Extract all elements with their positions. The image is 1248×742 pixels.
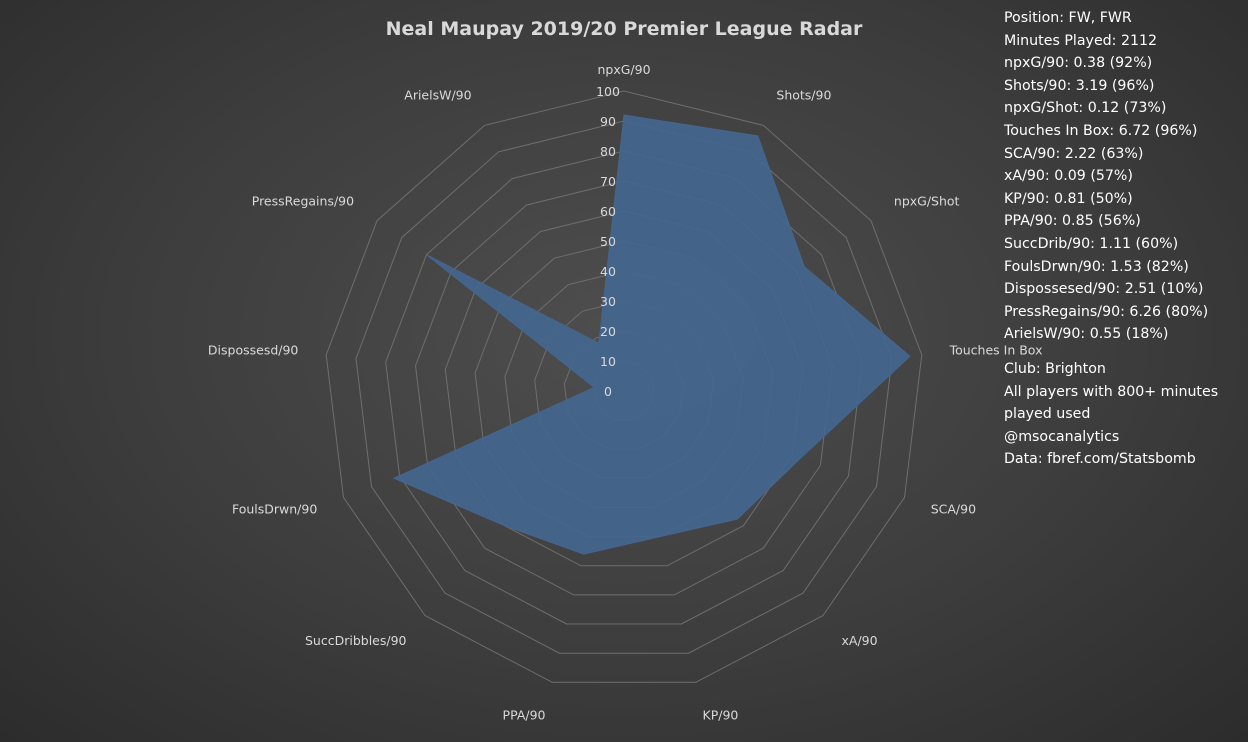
category-label: ArielsW/90 [404, 87, 471, 102]
category-labels: npxG/90 Shots/90 npxG/Shot Touches In Box SC… [208, 62, 1043, 722]
grid-ring [385, 150, 863, 625]
stat-line: xA/90: 0.09 (57%) [1004, 168, 1133, 185]
stat-line: Touches In Box: 6.72 (96%) [1004, 122, 1198, 139]
minutes-played-text: Minutes Played: 2112 [1004, 32, 1158, 49]
category-label: PressRegains/90 [252, 193, 354, 208]
stat-line: PressRegains/90: 6.26 (80%) [1004, 303, 1209, 320]
grid-ring [325, 90, 923, 683]
stat-line: PPA/90: 0.85 (56%) [1004, 213, 1141, 230]
category-label: SCA/90 [931, 501, 976, 516]
chart-title: Neal Maupay 2019/20 Premier League Radar [386, 18, 863, 40]
radial-tick-label: 50 [600, 234, 616, 249]
radial-tick-label: 70 [600, 174, 616, 189]
position-text: Position: FW, FWR [1004, 10, 1132, 26]
category-label: Shots/90 [776, 87, 831, 102]
radial-tick-label: 30 [600, 294, 616, 309]
radial-tick-label: 10 [600, 354, 616, 369]
info-panel: Position: FW, FWR Minutes Played: 2112 n… [1004, 7, 1244, 471]
category-label: SuccDribbles/90 [305, 633, 407, 648]
category-label: KP/90 [703, 707, 739, 722]
category-label: npxG/Shot [894, 193, 960, 208]
stat-line: npxG/90: 0.38 (92%) [1004, 55, 1153, 72]
data-source-text: Data: fbref.com/Statsbomb [1004, 451, 1196, 468]
club-text: Club: Brighton [1004, 360, 1106, 377]
category-label: PPA/90 [503, 707, 546, 722]
category-label: xA/90 [842, 633, 878, 648]
category-label: Touches In Box [949, 343, 1043, 358]
stat-line: SuccDrib/90: 1.11 (60%) [1004, 235, 1179, 252]
grid-ring [355, 120, 893, 654]
minutes-note-text: All players with 800+ minutes played use… [1004, 383, 1219, 423]
radial-tick-label: 80 [600, 144, 616, 159]
series-area [392, 114, 911, 555]
radar-data-layer [392, 114, 911, 555]
stat-line: npxG/Shot: 0.12 (73%) [1004, 100, 1167, 117]
radial-tick-label: 0 [604, 384, 612, 399]
stat-line: ArielsW/90: 0.55 (18%) [1004, 326, 1169, 343]
stat-line: SCA/90: 2.22 (63%) [1004, 145, 1144, 162]
stat-line: Shots/90: 3.19 (96%) [1004, 77, 1155, 94]
stat-line: Dispossesed/90: 2.51 (10%) [1004, 281, 1204, 298]
category-label: FoulsDrwn/90 [232, 501, 317, 516]
radial-tick-label: 40 [600, 264, 616, 279]
author-handle-text: @msocanalytics [1004, 428, 1120, 445]
category-label: npxG/90 [597, 62, 650, 77]
radial-tick-label: 60 [600, 204, 616, 219]
category-label: Dispossesd/90 [208, 343, 299, 358]
stat-line: KP/90: 0.81 (50%) [1004, 190, 1133, 207]
radial-tick-label: 100 [596, 84, 620, 99]
stat-line: FoulsDrwn/90: 1.53 (82%) [1004, 258, 1189, 275]
radial-tick-label: 20 [600, 324, 616, 339]
radial-tick-label: 90 [600, 114, 616, 129]
radial-tick-labels: 0 10 20 30 40 50 60 70 80 90 100 [596, 84, 620, 399]
